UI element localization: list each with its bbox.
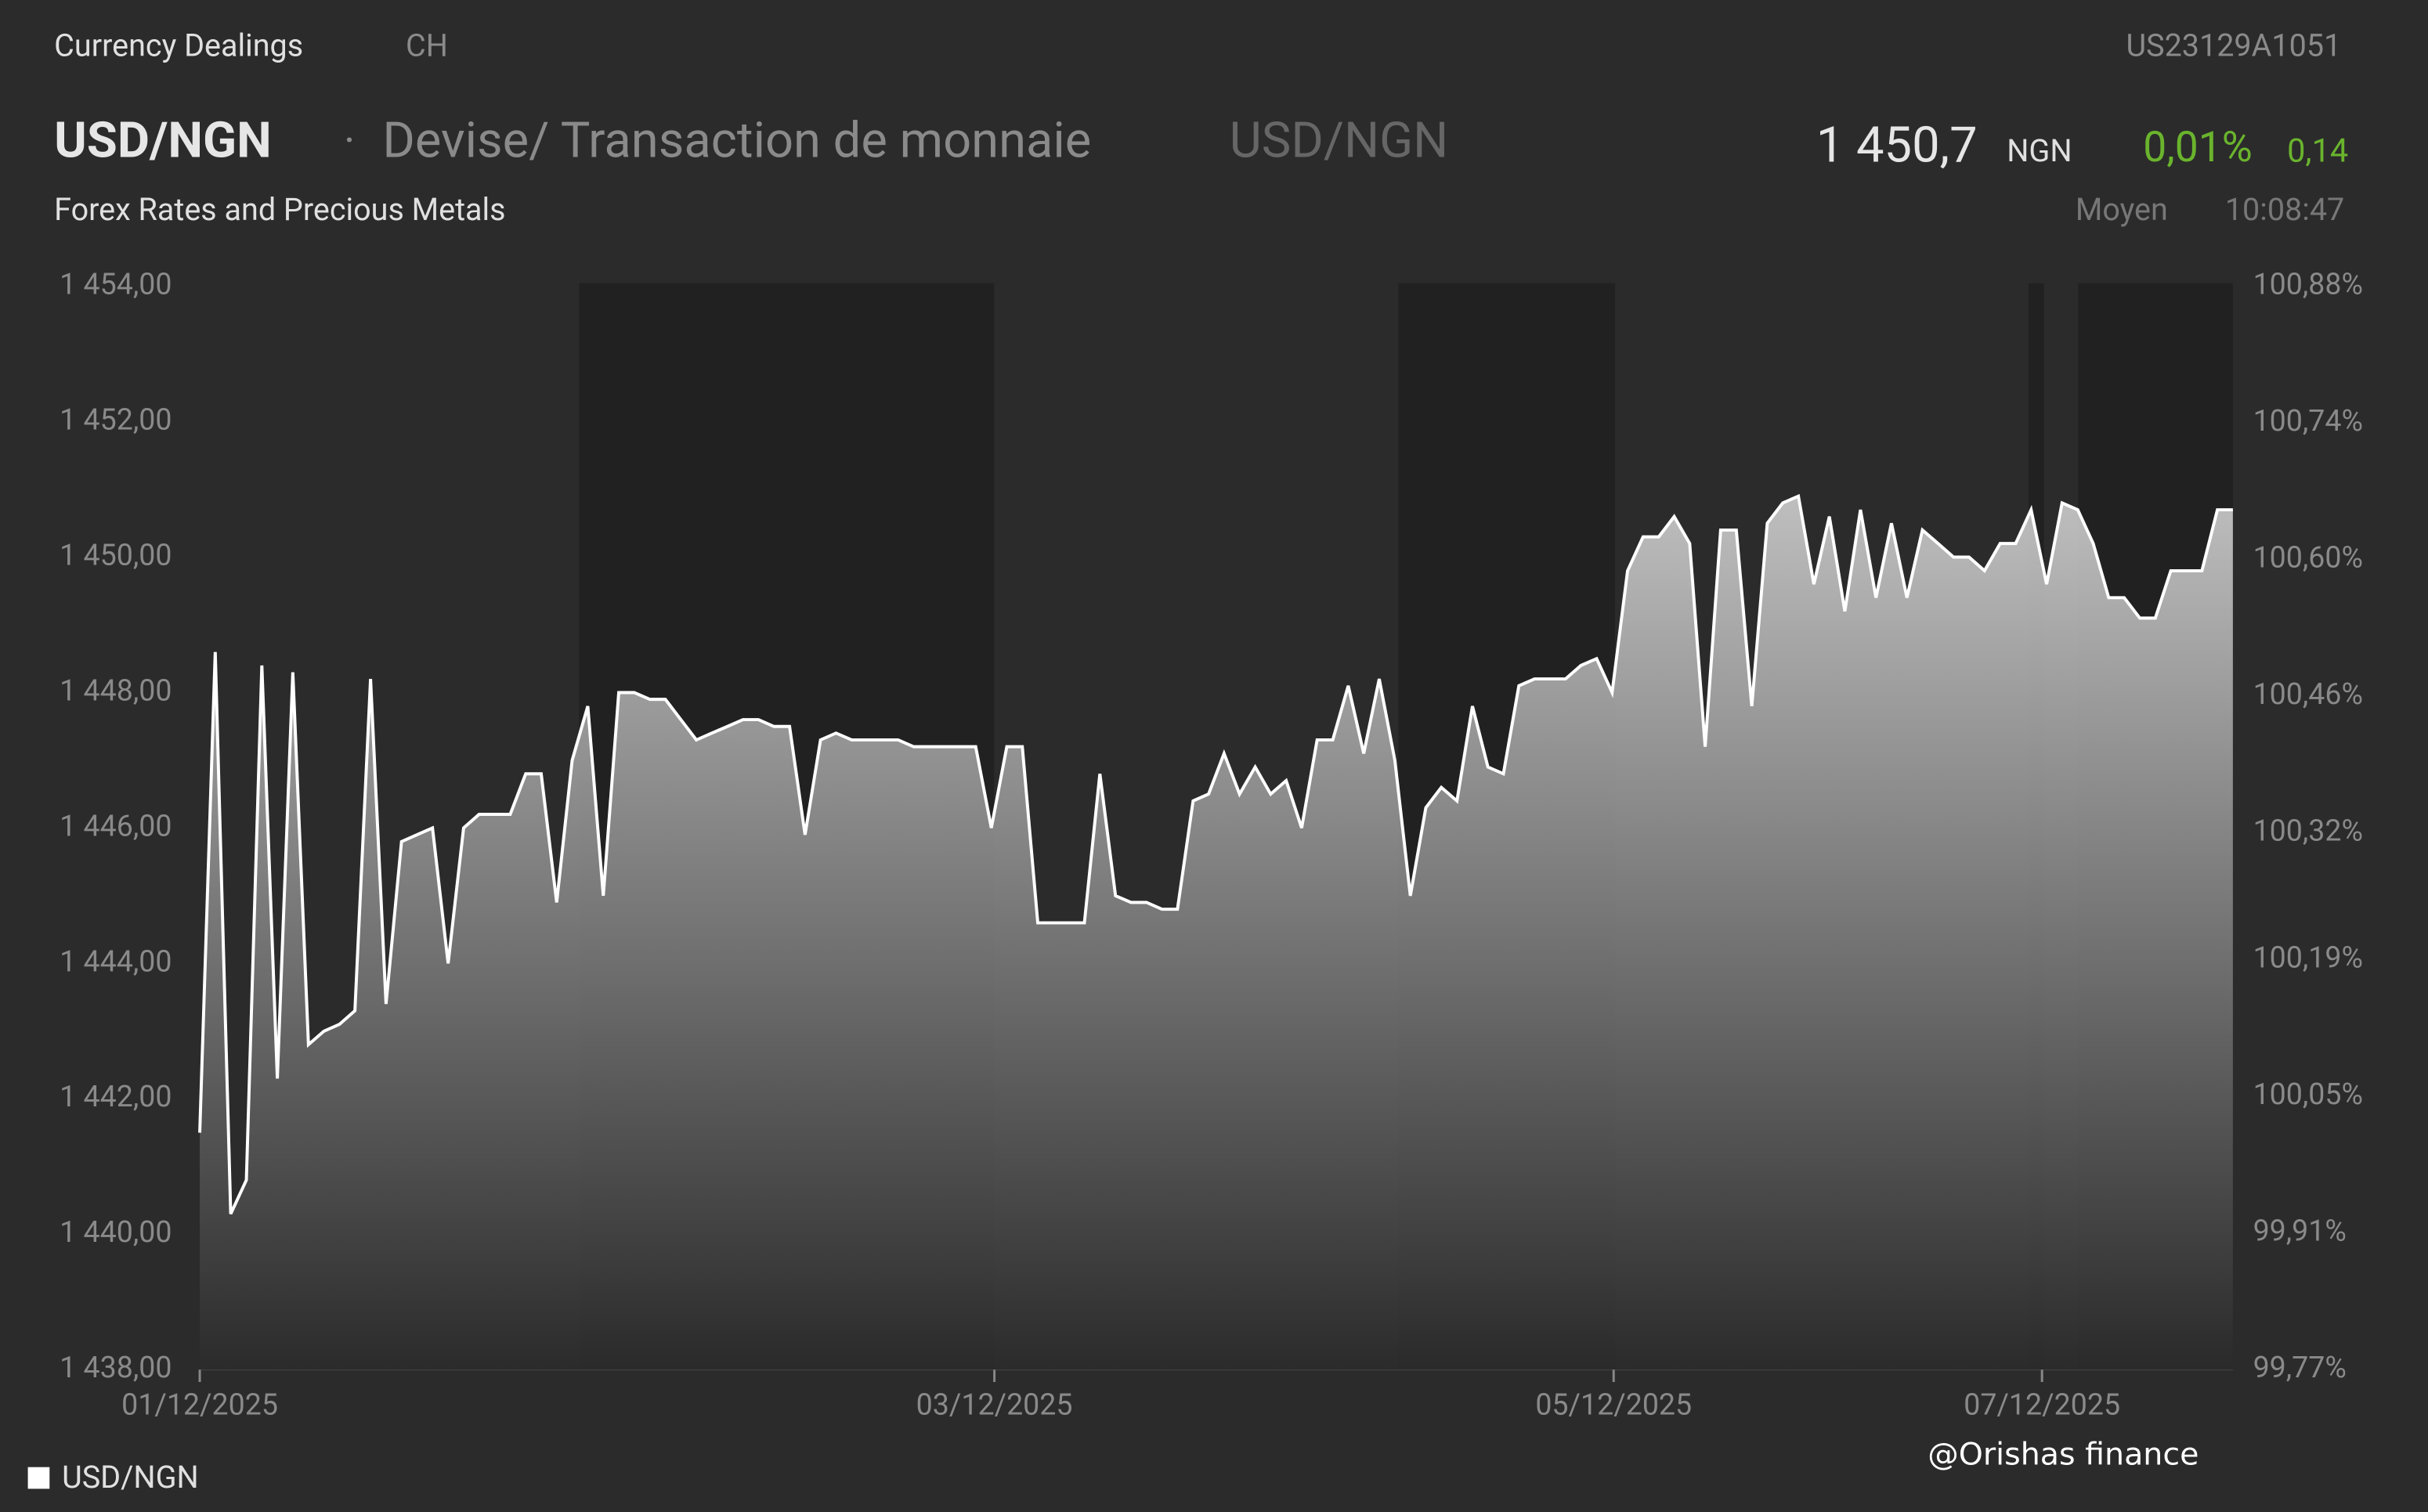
change: 0,14	[2287, 132, 2348, 171]
isin: US23129A1051	[2126, 27, 2341, 64]
y2-tick-label: 100,05%	[2253, 1077, 2363, 1112]
legend-swatch	[27, 1467, 50, 1489]
country: CH	[406, 27, 448, 64]
last-price: 1 450,7	[1816, 116, 1978, 174]
quote-type: Moyen	[2076, 191, 2168, 228]
watermark: @Orishas finance	[1928, 1436, 2199, 1472]
y-tick-label: 1 442,00	[60, 1080, 172, 1114]
y2-tick-label: 100,74%	[2253, 404, 2363, 438]
symbol: USD/NGN	[54, 112, 272, 170]
change-pct: 0,01%	[2143, 123, 2253, 172]
y2-tick-label: 99,77%	[2253, 1351, 2347, 1385]
x-tick-label: 03/12/2025	[916, 1388, 1073, 1423]
legend-label: USD/NGN	[62, 1459, 199, 1496]
separator: ·	[344, 115, 355, 166]
y2-tick-label: 100,46%	[2253, 677, 2363, 712]
symbol-alt: USD/NGN	[1230, 112, 1449, 170]
y-tick-label: 1 452,00	[60, 403, 172, 438]
y-tick-label: 1 450,00	[60, 538, 172, 572]
time: 10:08:47	[2225, 191, 2344, 228]
x-tick-label: 07/12/2025	[1964, 1388, 2120, 1423]
y-tick-label: 1 454,00	[60, 268, 172, 302]
currency: NGN	[2007, 132, 2072, 169]
y-tick-label: 1 444,00	[60, 944, 172, 979]
y-tick-label: 1 448,00	[60, 673, 172, 708]
market: Forex Rates and Precious Metals	[54, 191, 505, 228]
y2-tick-label: 100,60%	[2253, 541, 2363, 576]
section: Currency Dealings	[54, 27, 303, 64]
y2-tick-label: 99,91%	[2253, 1214, 2347, 1249]
y-tick-label: 1 440,00	[60, 1215, 172, 1250]
y2-tick-label: 100,32%	[2253, 814, 2363, 849]
y2-tick-label: 100,88%	[2253, 268, 2363, 302]
y2-tick-label: 100,19%	[2253, 941, 2363, 976]
price-line	[198, 493, 2233, 1215]
y-tick-label: 1 446,00	[60, 809, 172, 843]
description: Devise/ Transaction de monnaie	[382, 112, 1091, 170]
x-tick-label: 05/12/2025	[1535, 1388, 1692, 1423]
y-tick-label: 1 438,00	[60, 1351, 172, 1385]
area-fill	[200, 496, 2233, 1370]
x-tick-label: 01/12/2025	[121, 1388, 278, 1423]
